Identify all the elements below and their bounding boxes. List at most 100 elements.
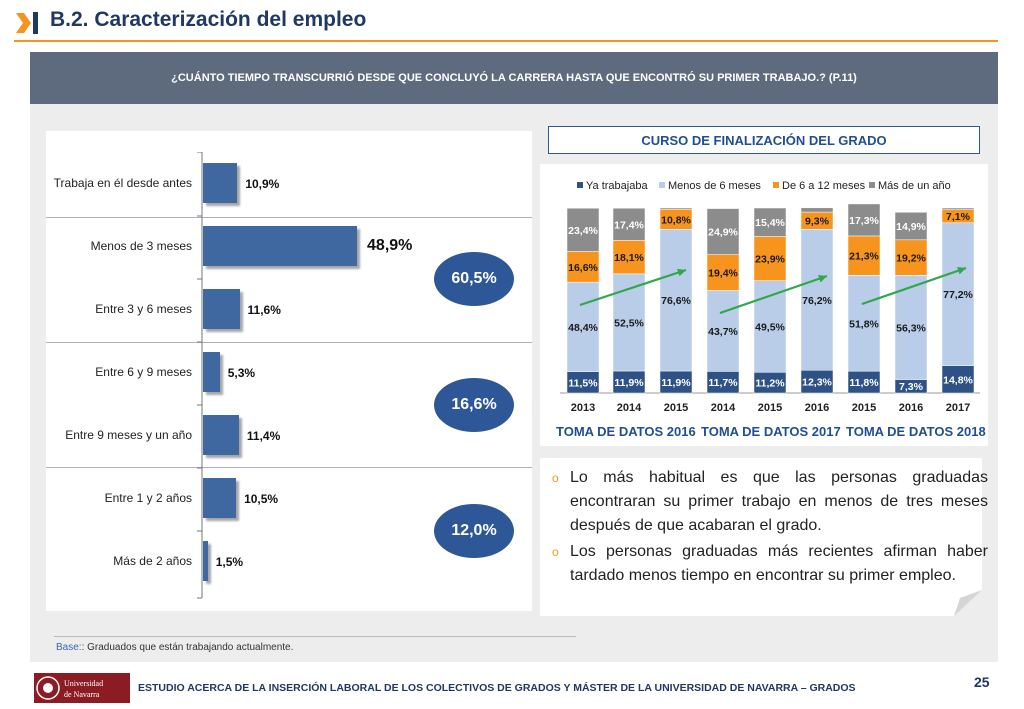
trend-arrow-head xyxy=(677,268,686,277)
bullet-marker-icon: o xyxy=(552,545,559,559)
hbar-value-label: 5,3% xyxy=(227,366,256,380)
footer-text: ESTUDIO ACERCA DE LA INSERCIÓN LABORAL D… xyxy=(138,682,856,694)
legend-swatch xyxy=(659,182,665,188)
chevron-bar-icon xyxy=(16,12,38,34)
hbar-category-label: Entre 6 y 9 meses xyxy=(95,365,192,379)
summary-text-box: o Lo más habitual es que las personas gra… xyxy=(540,458,988,616)
hbar-axis xyxy=(197,152,203,599)
chart-title-box: CURSO DE FINALIZACIÓN DEL GRADO xyxy=(548,126,980,154)
hbar-category-label: Entre 3 y 6 meses xyxy=(95,302,192,316)
hbar-value-label: 48,9% xyxy=(367,237,413,254)
stacked-segment xyxy=(566,207,600,252)
x-tick-label: 2015 xyxy=(852,402,876,414)
stacked-segment xyxy=(894,275,928,380)
hbar-value-label: 10,5% xyxy=(244,492,279,506)
segment-value-label: 10,8% xyxy=(661,214,691,226)
stacked-segment xyxy=(612,240,646,275)
trend-arrow xyxy=(579,268,687,307)
segment-value-label: 19,2% xyxy=(896,253,926,265)
hbar-value-label: 1,5% xyxy=(215,555,244,569)
stacked-segment xyxy=(612,207,646,241)
stacked-segment xyxy=(566,251,600,283)
segment-value-label: 24,9% xyxy=(708,227,738,239)
bullet-item: o Los personas graduadas más recientes af… xyxy=(552,540,988,588)
hbar-value-label: 10,9% xyxy=(245,177,280,191)
segment-value-label: 12,3% xyxy=(802,377,832,389)
legend-swatch xyxy=(773,182,779,188)
stacked-segment xyxy=(800,229,834,371)
segment-value-label: 21,3% xyxy=(849,251,879,263)
hbar-category-label: Menos de 3 meses xyxy=(90,239,192,253)
bullet-text: Lo más habitual es que las personas grad… xyxy=(570,469,988,534)
stacked-segment xyxy=(941,222,975,366)
segment-value-label: 7,3% xyxy=(899,381,924,393)
bullet-text: Los personas graduadas más recientes afi… xyxy=(570,543,988,584)
base-label: Base: xyxy=(56,642,82,653)
hbar xyxy=(203,163,238,203)
x-tick-label: 2015 xyxy=(758,402,782,414)
toma-label: TOMA DE DATOS 2017 xyxy=(701,424,841,439)
segment-value-label: 15,4% xyxy=(755,217,785,229)
base-note: Base:: Graduados que están trabajando ac… xyxy=(56,642,293,653)
hbar xyxy=(203,226,358,266)
stacked-segment xyxy=(659,229,693,372)
segment-value-label: 23,9% xyxy=(755,254,785,266)
segment-value-label: 14,9% xyxy=(896,221,926,233)
svg-text:Universidad: Universidad xyxy=(64,679,103,688)
svg-text:de Navarra: de Navarra xyxy=(64,690,100,699)
base-divider xyxy=(54,636,576,637)
question-banner: ¿CUÁNTO TIEMPO TRANSCURRIÓ DESDE QUE CON… xyxy=(30,52,998,104)
segment-value-label: 11,8% xyxy=(849,377,879,389)
legend-swatch xyxy=(577,182,583,188)
university-logo: Universidad de Navarra xyxy=(34,673,130,703)
group-total-badge: 16,6% xyxy=(434,378,514,432)
stacked-segment xyxy=(706,208,740,255)
segment-value-label: 11,9% xyxy=(661,377,691,389)
stacked-segment xyxy=(894,239,928,276)
segment-value-label: 17,3% xyxy=(849,215,879,227)
hbar-category-label: Más de 2 años xyxy=(113,554,192,568)
segment-value-label: 43,7% xyxy=(708,326,738,338)
stacked-bar-chart: Ya trabajaba Menos de 6 meses De 6 a 12 me… xyxy=(560,180,980,414)
legend-label: Más de un año xyxy=(878,180,951,192)
segment-value-label: 11,5% xyxy=(568,377,598,389)
legend-swatch xyxy=(869,182,875,188)
stacked-segment xyxy=(753,236,787,281)
segment-value-label: 9,3% xyxy=(805,216,830,228)
stacked-segment xyxy=(941,207,975,210)
segment-value-label: 23,4% xyxy=(568,225,598,237)
group-separator xyxy=(46,467,532,468)
toma-label: TOMA DE DATOS 2016 xyxy=(556,424,696,439)
hbar xyxy=(203,289,240,329)
bullet-item: o Lo más habitual es que las personas gra… xyxy=(552,466,988,538)
stacked-segment xyxy=(706,254,740,291)
hbar-category-label: Trabaja en él desde antes xyxy=(53,176,192,190)
segment-value-label: 11,2% xyxy=(755,378,785,390)
x-tick-label: 2016 xyxy=(899,402,923,414)
trend-arrow xyxy=(719,274,828,315)
segment-value-label: 49,5% xyxy=(755,321,785,333)
hbar-category-label: Entre 9 meses y un año xyxy=(65,428,192,442)
page-number: 25 xyxy=(974,674,990,690)
x-tick-label: 2014 xyxy=(617,402,642,414)
trend-arrow-head xyxy=(957,266,966,275)
x-tick-label: 2014 xyxy=(711,402,736,414)
stacked-segment xyxy=(847,235,881,276)
segment-value-label: 19,4% xyxy=(708,268,738,280)
hbar-value-label: 11,4% xyxy=(246,429,281,443)
legend-label: Ya trabajaba xyxy=(586,180,648,192)
stacked-segment xyxy=(659,207,693,210)
page-title: B.2. Caracterización del empleo xyxy=(50,8,367,31)
segment-value-label: 52,5% xyxy=(614,317,644,329)
hbar xyxy=(203,541,208,581)
segment-value-label: 51,8% xyxy=(849,318,879,330)
group-separator xyxy=(46,217,532,218)
page-curl-icon xyxy=(954,590,982,616)
stacked-segment xyxy=(941,365,975,394)
hbar-value-label: 11,6% xyxy=(247,303,281,317)
stacked-segment xyxy=(753,207,787,237)
segment-value-label: 11,7% xyxy=(708,377,738,389)
title-underline xyxy=(14,40,998,42)
stacked-segment xyxy=(894,212,928,241)
trend-arrow xyxy=(861,266,967,306)
